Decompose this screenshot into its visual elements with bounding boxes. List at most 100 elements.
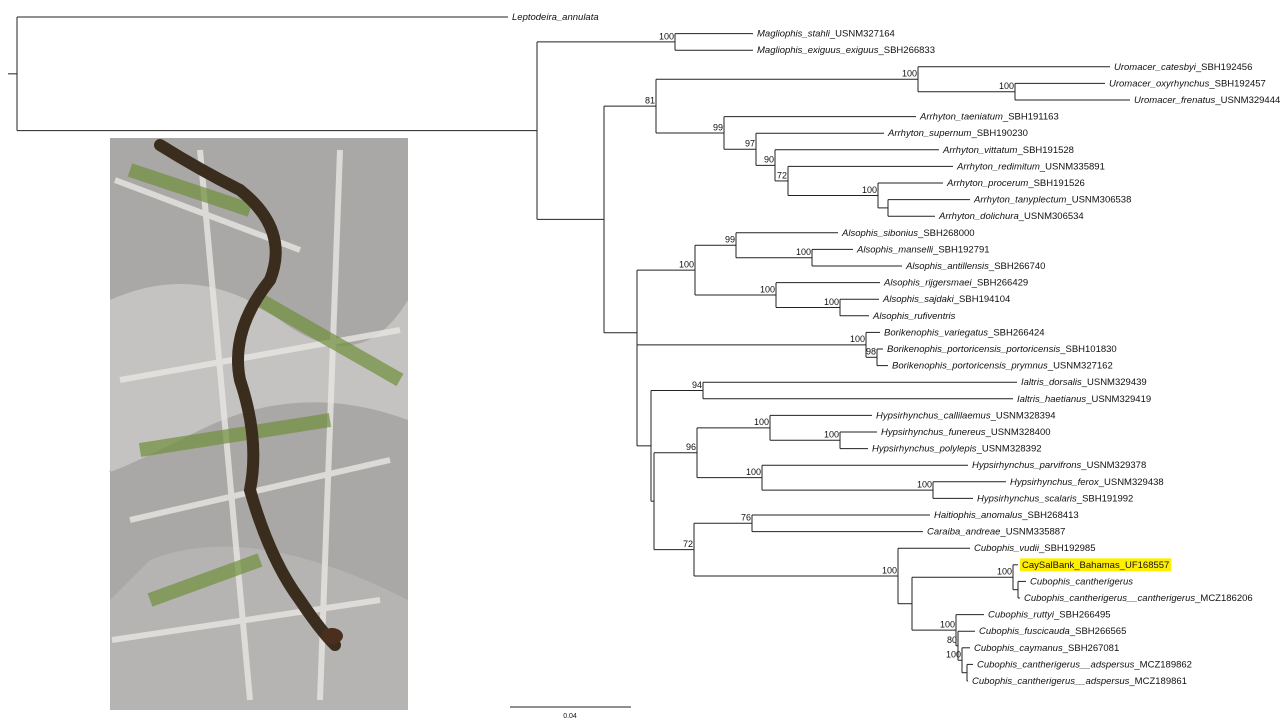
taxon-label: Arrhyton_tanyplectum_USNM306538 [973,194,1131,205]
specimen-id: _SBH191526 [1027,178,1085,189]
specimen-id: _USNM328394 [990,410,1056,421]
support-value: 97 [745,139,755,149]
specimen-id: _SBH192985 [1038,543,1096,554]
taxon-name: Alsophis_rufiventris [872,310,956,321]
support-value: 99 [713,122,723,132]
taxon-label: Cubophis_caymanus_SBH267081 [974,642,1119,653]
taxon-label: Caraiba_andreae_USNM335887 [927,526,1065,537]
taxon-name: Arrhyton_supernum [887,128,972,139]
specimen-id: _SBH191992 [1076,493,1134,504]
specimen-id: _USNM328400 [985,427,1051,438]
taxon-label: Cubophis_fuscicauda_SBH266565 [979,626,1126,637]
specimen-id: _SBH194104 [953,294,1011,305]
taxon-name: Ialtris_dorsalis [1021,377,1082,388]
support-value: 100 [862,185,877,195]
taxon-name: Arrhyton_tanyplectum [973,194,1066,205]
support-value: 90 [764,155,774,165]
taxon-label: Cubophis_cantherigerus__adspersus_MCZ189… [977,659,1192,670]
specimen-id: _SBH266833 [877,45,935,56]
taxon-name: Magliophis_stahli [757,28,831,39]
taxon-name: Ialtris_haetianus [1017,393,1086,404]
specimen-id: _USNM335887 [999,526,1065,537]
taxon-label: Hypsirhynchus_parvifrons_USNM329378 [972,460,1146,471]
taxon-name: Hypsirhynchus_parvifrons [972,460,1082,471]
taxon-label: Arrhyton_dolichura_USNM306534 [938,211,1084,222]
taxon-name: Hypsirhynchus_funereus [881,427,986,438]
taxon-label: Cubophis_cantherigerus__adspersus_MCZ189… [972,676,1187,687]
support-value: 100 [902,69,917,79]
specimen-id: _SBH266424 [987,327,1045,338]
support-value: 100 [940,620,955,630]
specimen-id: _SBH266565 [1069,626,1127,637]
taxon-label: Leptodeira_annulata [512,12,599,23]
specimen-id: _USNM328392 [976,443,1042,454]
taxon-name: Cubophis_cantherigerus__adspersus [977,659,1135,670]
specimen-id: _SBH266495 [1053,609,1111,620]
taxon-label: Hypsirhynchus_callilaemus_USNM328394 [876,410,1056,421]
taxon-label: Borikenophis_portoricensis_prymnus_USNM3… [892,360,1113,371]
support-value: 100 [882,565,897,575]
specimen-id: _USNM329444 [1214,95,1280,106]
support-value: 100 [824,297,839,307]
specimen-id: _SBH267081 [1062,642,1120,653]
taxon-label: Magliophis_exiguus_exiguus_SBH266833 [757,45,935,56]
taxon-name: Magliophis_exiguus_exiguus [757,45,879,56]
specimen-id: _SBH192456 [1195,61,1253,72]
specimen-id: _SBH191528 [1016,144,1074,155]
taxon-name: Borikenophis_portoricensis_prymnus [892,360,1048,371]
specimen-id: _SBH266740 [988,261,1046,272]
taxon-label: Haitiophis_anomalus_SBH268413 [934,510,1079,521]
page: {"tree": { "taxa": [ {"name": "Leptodeir… [0,0,1281,720]
taxon-label: Alsophis_sajdaki_SBH194104 [882,294,1010,305]
specimen-id: _USNM306538 [1065,194,1131,205]
taxon-label: Arrhyton_procerum_SBH191526 [946,178,1085,189]
taxon-label: Cubophis_ruttyi_SBH266495 [988,609,1111,620]
taxon-label: Alsophis_manselli_SBH192791 [856,244,990,255]
taxon-label: Uromacer_frenatus_USNM329444 [1134,95,1280,106]
taxon-label: Ialtris_haetianus_USNM329419 [1017,393,1151,404]
specimen-id: _USNM335891 [1039,161,1105,172]
taxon-label: Hypsirhynchus_scalaris_SBH191992 [977,493,1133,504]
taxon-label: Hypsirhynchus_polylepis_USNM328392 [872,443,1042,454]
taxon-name: Uromacer_catesbyi [1114,61,1197,72]
taxon-name: Cubophis_vudii [974,543,1040,554]
specimen-id: _USNM327164 [829,28,895,39]
taxon-label: Ialtris_dorsalis_USNM329439 [1021,377,1147,388]
support-value: 100 [824,430,839,440]
taxon-name: Hypsirhynchus_scalaris [977,493,1077,504]
specimen-id: _SBH266429 [971,277,1029,288]
phylogeny-figure: 1001001001007290979981100991001001009810… [0,0,1281,720]
taxon-name: Cubophis_cantherigerus [1030,576,1133,587]
taxon-label: Borikenophis_portoricensis_portoricensis… [887,344,1117,355]
taxon-name: Arrhyton_dolichura [938,211,1019,222]
taxon-label: Cubophis_cantherigerus__cantherigerus_MC… [1024,593,1253,604]
taxon-label: Uromacer_catesbyi_SBH192456 [1114,61,1252,72]
taxon-name: Leptodeira_annulata [512,12,599,23]
taxon-name: Cubophis_fuscicauda [979,626,1070,637]
specimen-id: _SBH190230 [970,128,1028,139]
taxon-label: Uromacer_oxyrhynchus_SBH192457 [1109,78,1266,89]
taxon-label: Arrhyton_vittatum_SBH191528 [942,144,1074,155]
taxon-label: Borikenophis_variegatus_SBH266424 [884,327,1045,338]
taxon-label: Magliophis_stahli_USNM327164 [757,28,895,39]
support-value: 100 [997,567,1012,577]
taxon-name: Cubophis_ruttyi [988,609,1055,620]
specimen-id: _USNM327162 [1047,360,1113,371]
specimen-id: _USNM329419 [1085,393,1151,404]
taxon-name: Alsophis_sajdaki [882,294,955,305]
taxon-name: Arrhyton_redimitum [956,161,1040,172]
support-value: 98 [866,347,876,357]
support-value: 94 [692,380,702,390]
support-value: 72 [777,170,787,180]
specimen-id: _SBH268413 [1021,510,1079,521]
support-value: 100 [796,247,811,257]
specimen-id: _SBH191163 [1002,111,1059,122]
taxon-label: Alsophis_sibonius_SBH268000 [841,227,975,238]
taxon-label: Arrhyton_redimitum_USNM335891 [956,161,1105,172]
taxon-label: Alsophis_rijgersmaei_SBH266429 [883,277,1028,288]
specimen-id: _SBH192791 [932,244,990,255]
taxon-label: Hypsirhynchus_funereus_USNM328400 [881,427,1051,438]
support-value: 100 [999,81,1014,91]
taxon-name: Borikenophis_portoricensis_portoricensis [887,344,1060,355]
specimen-id: _SBH101830 [1059,344,1117,355]
